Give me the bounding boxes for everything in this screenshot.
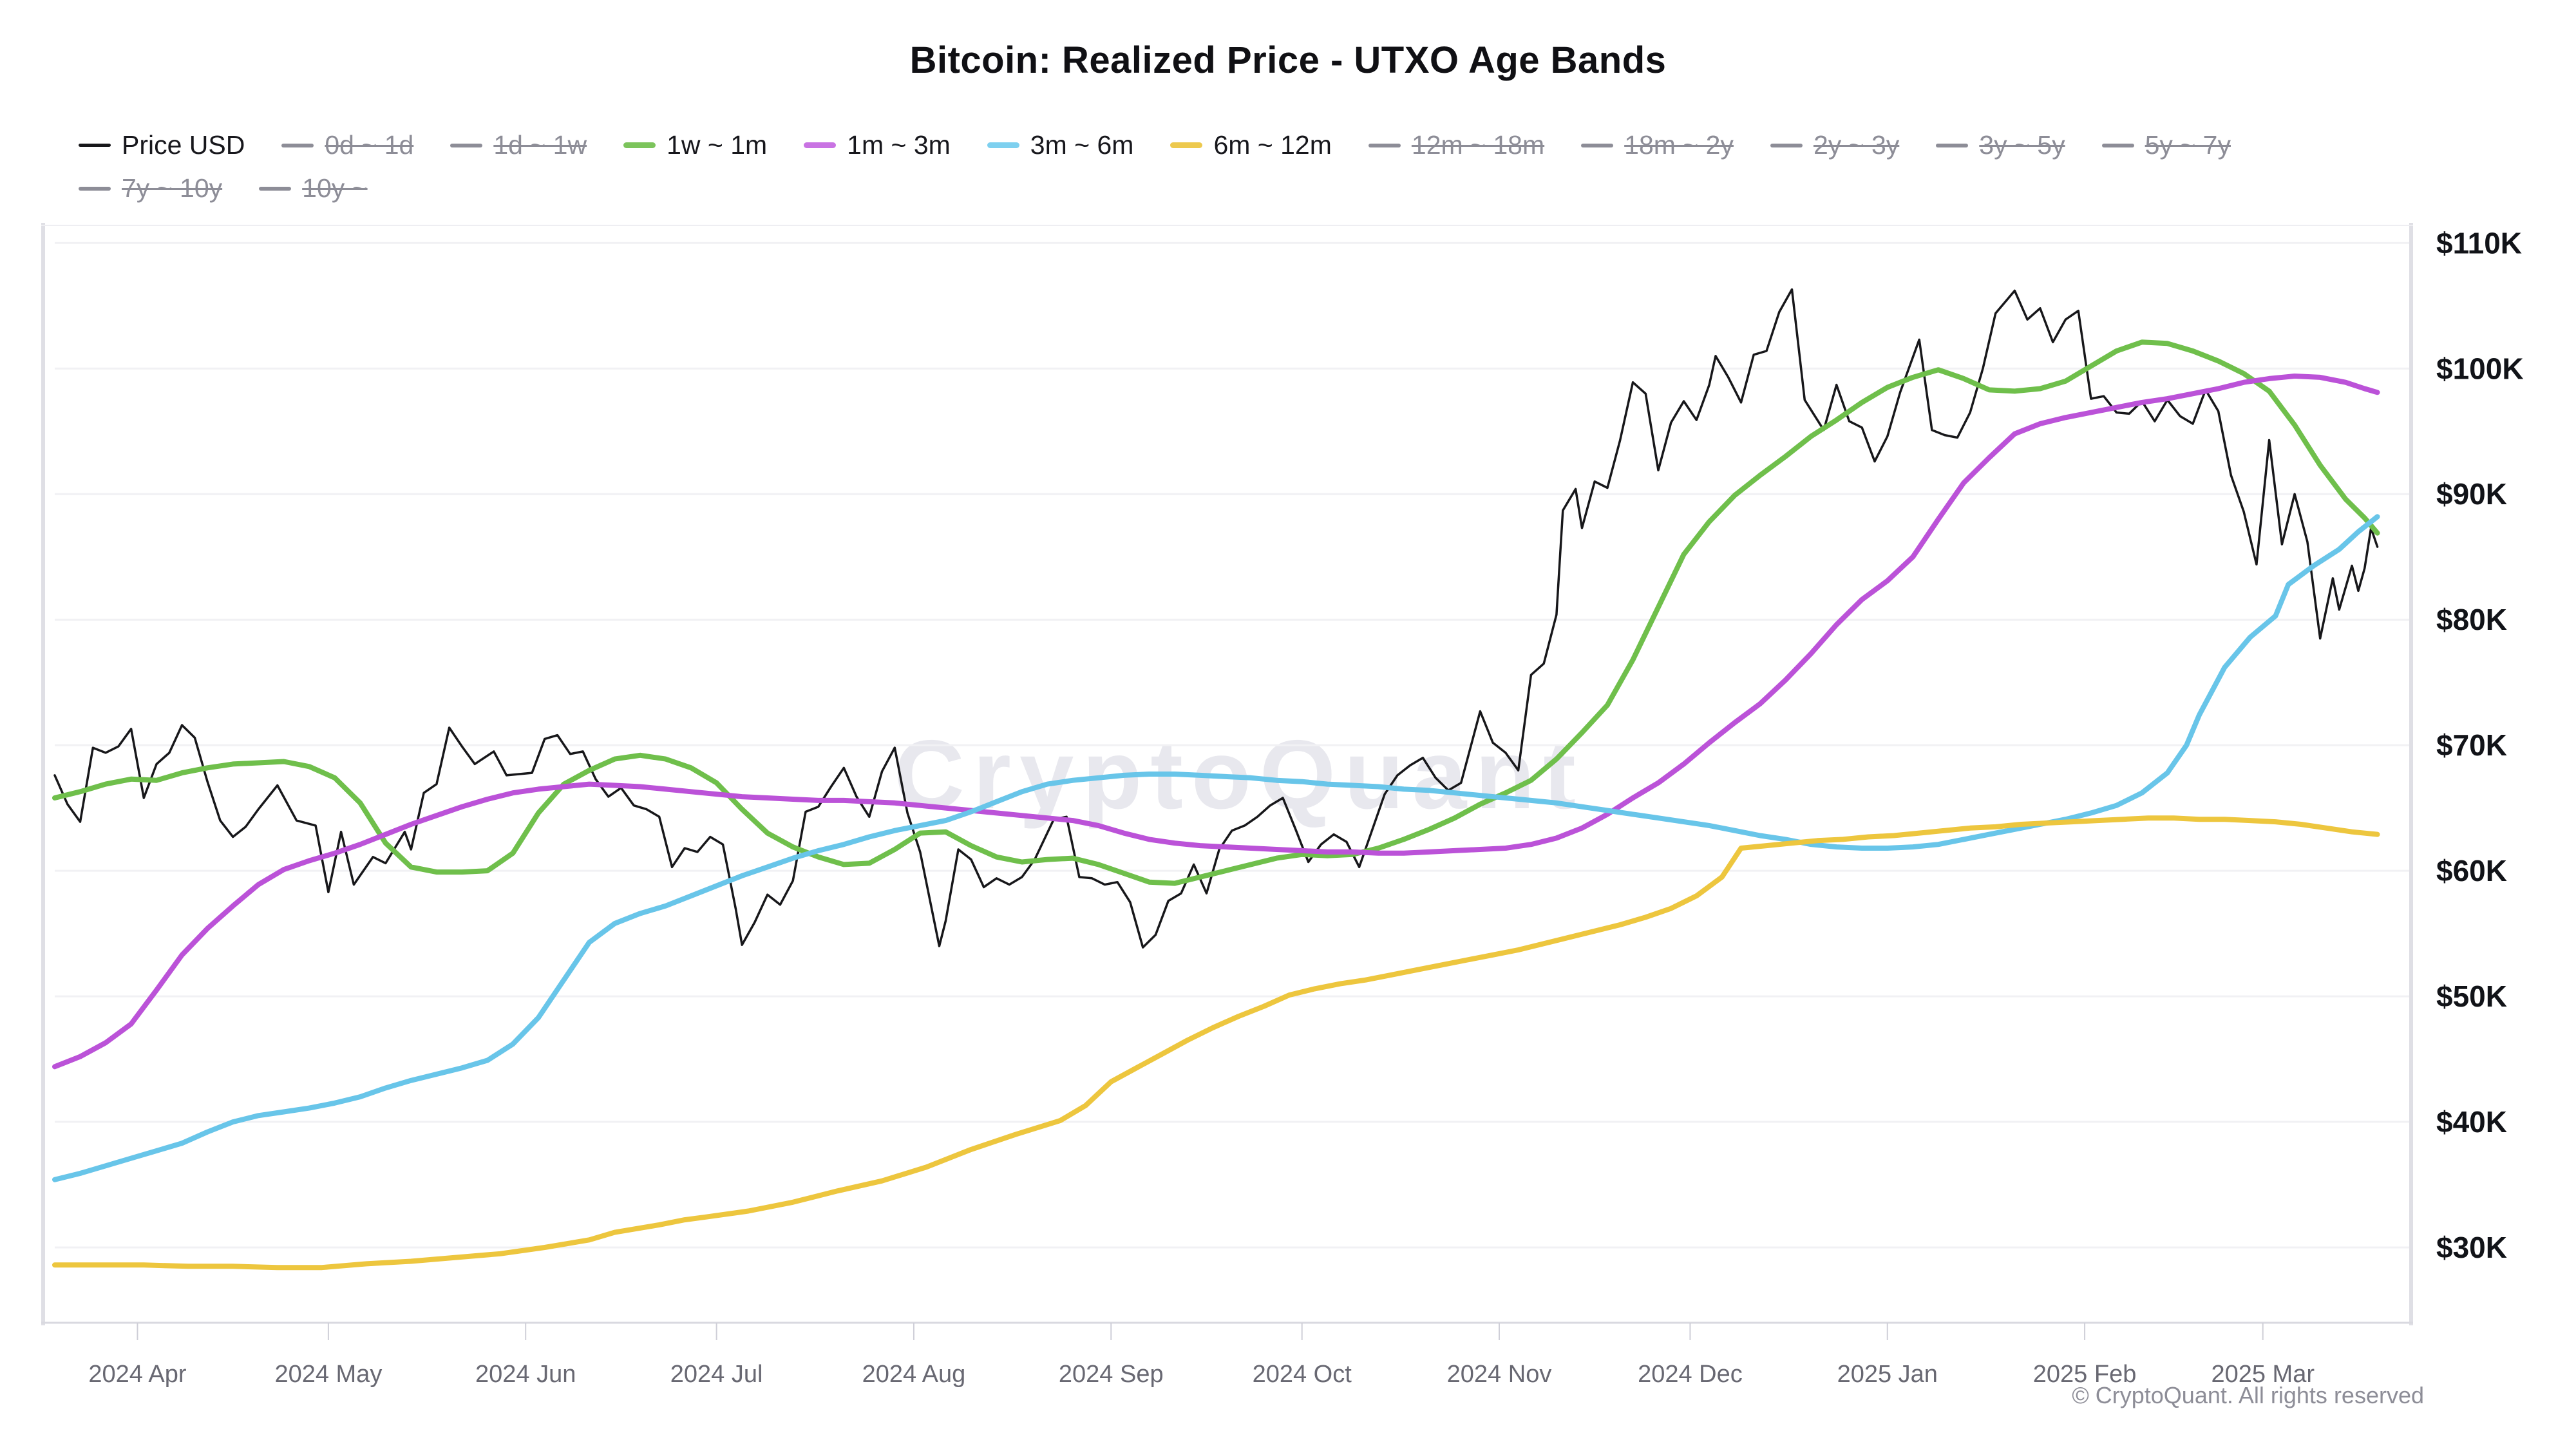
- series-1w-1m: [52, 339, 2380, 886]
- series-price-usd: [53, 288, 2379, 949]
- legend-swatch-icon: [1936, 143, 1969, 147]
- gridlines: [55, 242, 2409, 1249]
- legend-label: 10y ~: [302, 173, 368, 203]
- legend-item-5y-7y[interactable]: 5y ~ 7y: [2101, 130, 2231, 160]
- y-axis-label: $90K: [2436, 477, 2507, 511]
- legend-label: 3y ~ 5y: [1979, 130, 2065, 160]
- legend-label: 12m ~ 18m: [1411, 130, 1545, 160]
- y-axis-label: $60K: [2436, 854, 2507, 887]
- x-axis-label: 2025 Mar: [2211, 1361, 2315, 1388]
- x-axis-label: 2024 Apr: [88, 1361, 186, 1388]
- y-axis-label: $100K: [2436, 352, 2524, 385]
- y-axis-label: $80K: [2436, 603, 2507, 636]
- legend-swatch-icon: [281, 143, 314, 147]
- legend-item-7y-10y[interactable]: 7y ~ 10y: [79, 173, 222, 204]
- y-axis-label: $50K: [2436, 980, 2507, 1013]
- legend-swatch-icon: [1581, 143, 1614, 147]
- legend-swatch-icon: [804, 142, 837, 148]
- legend-swatch-icon: [987, 142, 1019, 148]
- x-axis-label: 2024 Aug: [862, 1361, 966, 1388]
- legend-swatch-icon: [79, 186, 111, 191]
- x-axis-label: 2024 Oct: [1253, 1361, 1352, 1388]
- legend-label: 1m ~ 3m: [847, 130, 951, 160]
- x-axis-label: 2025 Jan: [1837, 1361, 1938, 1388]
- legend-swatch-icon: [259, 186, 292, 191]
- legend-label: Price USD: [122, 130, 245, 160]
- y-axis-label: $40K: [2436, 1105, 2507, 1139]
- legend-label: 3m ~ 6m: [1030, 130, 1134, 160]
- legend-item-12m-18m[interactable]: 12m ~ 18m: [1368, 130, 1544, 160]
- legend-item-18m-2y[interactable]: 18m ~ 2y: [1581, 130, 1734, 160]
- legend-swatch-icon: [2101, 143, 2134, 147]
- legend-swatch-icon: [450, 143, 483, 147]
- legend-row-2: 7y ~ 10y 10y ~: [79, 173, 2518, 204]
- legend-swatch-icon: [1770, 143, 1803, 147]
- legend-swatch-icon: [1368, 143, 1401, 147]
- legend-label: 18m ~ 2y: [1624, 130, 1734, 160]
- x-axis-label: 2024 Jun: [475, 1361, 576, 1388]
- copyright-footer: © CryptoQuant. All rights reserved: [2072, 1382, 2424, 1408]
- legend-label: 2y ~ 3y: [1813, 130, 1900, 160]
- legend-item-3m-6m[interactable]: 3m ~ 6m: [987, 130, 1134, 160]
- legend-label: 5y ~ 7y: [2145, 130, 2231, 160]
- legend-item-0d-1d[interactable]: 0d ~ 1d: [281, 130, 413, 160]
- legend-label: 7y ~ 10y: [122, 173, 223, 203]
- y-axis: $110K $100K $90K $80K $70K $60K $50K $40K $30K: [2436, 226, 2524, 1264]
- legend-item-price-usd[interactable]: Price USD: [79, 130, 245, 160]
- legend-item-3y-5y[interactable]: 3y ~ 5y: [1936, 130, 2065, 160]
- legend-label: 1d ~ 1w: [493, 130, 587, 160]
- x-axis-label: 2024 Dec: [1638, 1361, 1743, 1388]
- series-3m-6m: [52, 514, 2380, 1182]
- legend-item-6m-12m[interactable]: 6m ~ 12m: [1170, 130, 1332, 160]
- legend-label: 1w ~ 1m: [667, 130, 768, 160]
- x-axis-label: 2024 May: [274, 1361, 382, 1388]
- legend-row-1: Price USD 0d ~ 1d 1d ~ 1w 1w ~ 1m 1m ~ 3m 3m …: [79, 130, 2518, 160]
- legend-swatch-icon: [1170, 142, 1203, 148]
- chart-title: Bitcoin: Realized Price - UTXO Age Bands: [909, 39, 1667, 81]
- x-axis-label: 2024 Jul: [670, 1361, 763, 1388]
- legend-swatch-icon: [79, 144, 111, 147]
- legend-item-10y[interactable]: 10y ~: [259, 173, 368, 204]
- y-axis-label: $70K: [2436, 728, 2507, 762]
- legend-swatch-icon: [623, 142, 656, 148]
- y-axis-label: $110K: [2436, 226, 2522, 260]
- series-1m-3m: [52, 374, 2380, 1070]
- y-axis-label: $30K: [2436, 1231, 2507, 1264]
- plot-area[interactable]: [55, 225, 2409, 1323]
- legend-label: 6m ~ 12m: [1213, 130, 1332, 160]
- legend-item-1m-3m[interactable]: 1m ~ 3m: [804, 130, 951, 160]
- legend-item-2y-3y[interactable]: 2y ~ 3y: [1770, 130, 1899, 160]
- plot-borders: [41, 223, 2413, 1325]
- x-axis-label: 2024 Nov: [1447, 1361, 1552, 1388]
- series-6m-12m: [52, 815, 2380, 1271]
- x-axis-label: 2025 Feb: [2033, 1361, 2137, 1388]
- legend-label: 0d ~ 1d: [325, 130, 414, 160]
- x-axis: 2024 Apr 2024 May 2024 Jun 2024 Jul 2024 Aug…: [88, 1323, 2315, 1388]
- x-axis-label: 2024 Sep: [1059, 1361, 1164, 1388]
- legend-item-1w-1m[interactable]: 1w ~ 1m: [623, 130, 767, 160]
- legend-item-1d-1w[interactable]: 1d ~ 1w: [450, 130, 587, 160]
- legend: Price USD 0d ~ 1d 1d ~ 1w 1w ~ 1m 1m ~ 3m 3m …: [79, 130, 2518, 204]
